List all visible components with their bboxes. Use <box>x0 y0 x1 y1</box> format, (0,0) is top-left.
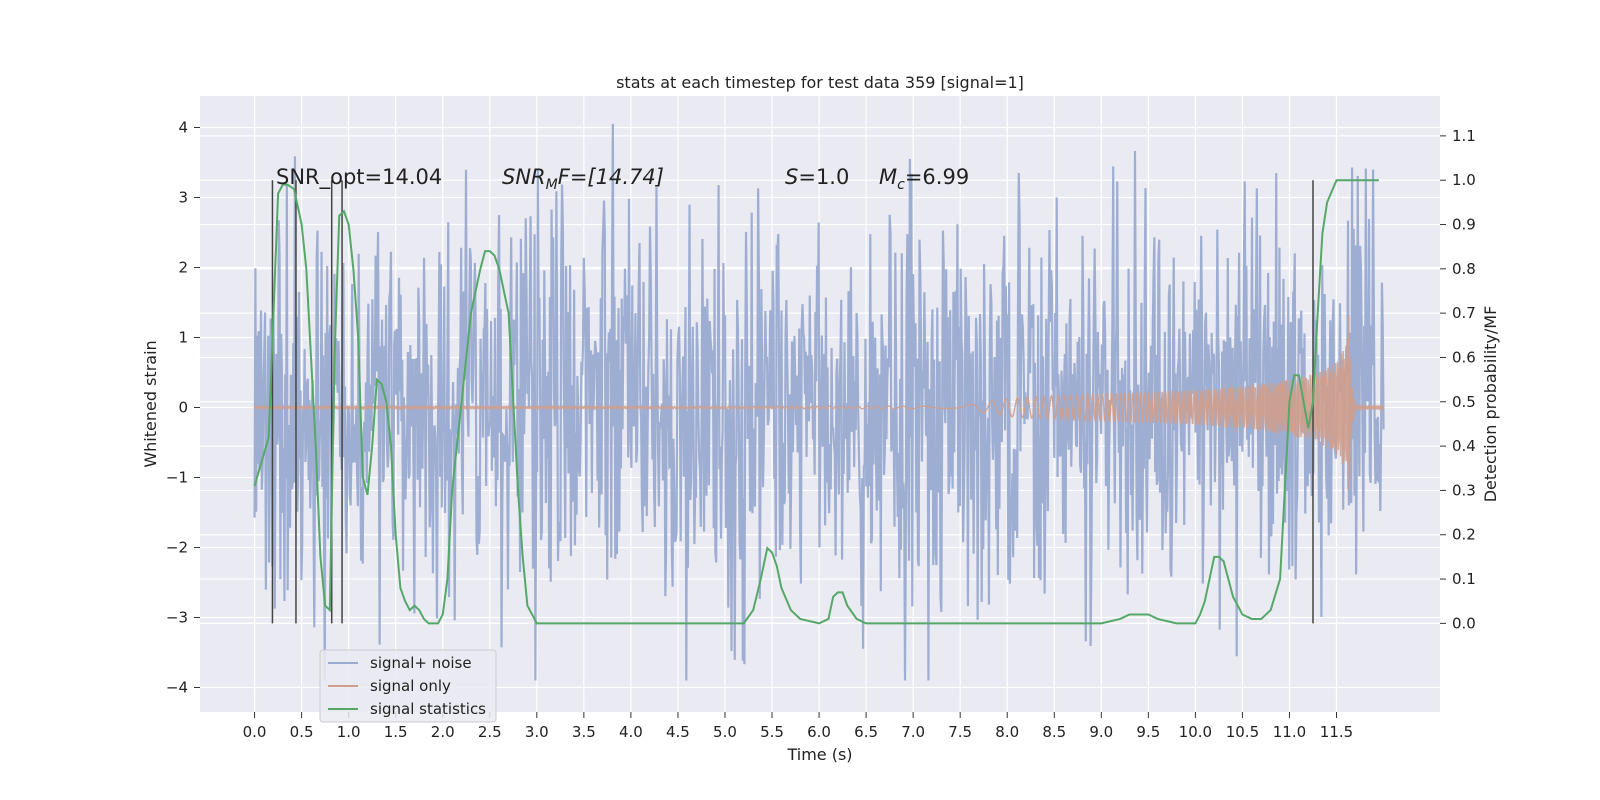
x-tick-label-5: 2.5 <box>478 723 502 741</box>
annotation-snr-mf: SNRMF=[14.74] <box>502 165 664 193</box>
annotation-s-symbol: S <box>785 165 798 189</box>
legend-item-signal-only: signal only <box>328 677 451 695</box>
x-tick-label-15: 7.5 <box>948 723 972 741</box>
legend-item-signal-noise: signal+ noise <box>328 654 472 672</box>
x-tick-label-16: 8.0 <box>995 723 1019 741</box>
signal-statistics-line <box>253 179 1379 625</box>
y-right-tick-label-10: 1.0 <box>1452 171 1476 189</box>
y-right-tick-label-3: 0.3 <box>1452 481 1476 499</box>
x-tick-label-6: 3.0 <box>525 723 549 741</box>
annotation-snr-mf-subscript: M <box>546 177 558 193</box>
x-tick-label-17: 8.5 <box>1042 723 1066 741</box>
x-tick-label-8: 4.0 <box>619 723 643 741</box>
y-right-tick-label-4: 0.4 <box>1452 437 1476 455</box>
annotation-snr-mf-symbol: SNR <box>502 165 546 189</box>
x-tick-label-3: 1.5 <box>384 723 408 741</box>
y-axis-label-left: Whitened strain <box>141 340 160 467</box>
x-tick-label-22: 11.0 <box>1273 723 1306 741</box>
legend-box <box>319 649 497 723</box>
x-tick-label-13: 6.5 <box>854 723 878 741</box>
y-right-tick-label-8: 0.8 <box>1452 260 1476 278</box>
series-signal-only <box>254 315 1385 491</box>
x-tick-label-11: 5.5 <box>760 723 784 741</box>
x-tick-label-21: 10.5 <box>1226 723 1259 741</box>
x-tick-label-10: 5.0 <box>713 723 737 741</box>
x-tick-label-4: 2.0 <box>431 723 455 741</box>
y-tick-label-4: 0 <box>178 399 188 417</box>
y-right-tick-label-7: 0.7 <box>1452 304 1476 322</box>
y-axis-right: 0.0 0.1 0.2 0.3 0.4 0.5 0.6 0.7 0.8 0.9 1.0 1.1 <box>1440 127 1476 632</box>
annotation-mc: Mc=6.99 <box>879 165 969 193</box>
y-tick-label-0: −4 <box>166 679 188 697</box>
x-tick-label-0: 0.0 <box>243 723 267 741</box>
x-tick-label-19: 9.5 <box>1136 723 1160 741</box>
x-tick-label-20: 10.0 <box>1179 723 1212 741</box>
y-tick-label-2: −2 <box>166 539 188 557</box>
x-tick-label-23: 11.5 <box>1320 723 1353 741</box>
legend-label-signal-statistics: signal statistics <box>370 700 486 718</box>
x-tick-label-12: 6.0 <box>807 723 831 741</box>
y-right-tick-label-9: 0.9 <box>1452 216 1476 234</box>
annotation-s: S=1.0 <box>785 165 849 189</box>
y-right-tick-label-1: 0.1 <box>1452 570 1476 588</box>
y-tick-label-3: −1 <box>166 469 188 487</box>
y-right-tick-label-6: 0.6 <box>1452 348 1476 366</box>
y-right-tick-label-0: 0.0 <box>1452 614 1476 632</box>
y-right-tick-label-11: 1.1 <box>1452 127 1476 145</box>
annotation-mc-symbol: M <box>879 165 897 189</box>
y-tick-label-5: 1 <box>178 329 188 347</box>
y-tick-label-1: −3 <box>166 609 188 627</box>
y-axis-label-right: Detection probability/MF <box>1481 306 1500 503</box>
x-tick-label-9: 4.5 <box>666 723 690 741</box>
chart-title: stats at each timestep for test data 359… <box>616 73 1024 92</box>
y-right-tick-label-2: 0.2 <box>1452 526 1476 544</box>
x-tick-label-18: 9.0 <box>1089 723 1113 741</box>
y-tick-label-7: 3 <box>178 189 188 207</box>
annotation-mc-subscript: c <box>897 177 905 193</box>
x-axis-label: Time (s) <box>786 745 852 764</box>
y-right-tick-label-5: 0.5 <box>1452 393 1476 411</box>
signal-only-line <box>254 315 1385 491</box>
annotation-snr-mf-value: F=[14.74] <box>558 165 664 189</box>
y-axis-left: −4 −3 −2 −1 0 1 2 3 4 <box>166 119 200 697</box>
y-tick-label-6: 2 <box>178 259 188 277</box>
legend-label-signal-noise: signal+ noise <box>370 654 472 672</box>
x-tick-label-7: 3.5 <box>572 723 596 741</box>
x-tick-label-2: 1.0 <box>337 723 361 741</box>
legend-item-signal-statistics: signal statistics <box>328 700 486 718</box>
legend-label-signal-only: signal only <box>370 677 451 695</box>
annotation-mc-value: =6.99 <box>905 165 969 189</box>
annotation-s-value: =1.0 <box>798 165 849 189</box>
annotation-snr-opt: SNR_opt=14.04 <box>276 165 442 190</box>
x-tick-label-14: 7.0 <box>901 723 925 741</box>
legend: signal+ noise signal only signal statist… <box>319 649 497 723</box>
y-tick-label-8: 4 <box>178 119 188 137</box>
series-signal-statistics <box>253 179 1379 625</box>
x-axis: 0.0 0.5 1.0 1.5 2.0 2.5 3.0 3.5 4.0 4.5 5.0 5.5 6.0 6… <box>243 712 1353 741</box>
x-tick-label-1: 0.5 <box>290 723 314 741</box>
